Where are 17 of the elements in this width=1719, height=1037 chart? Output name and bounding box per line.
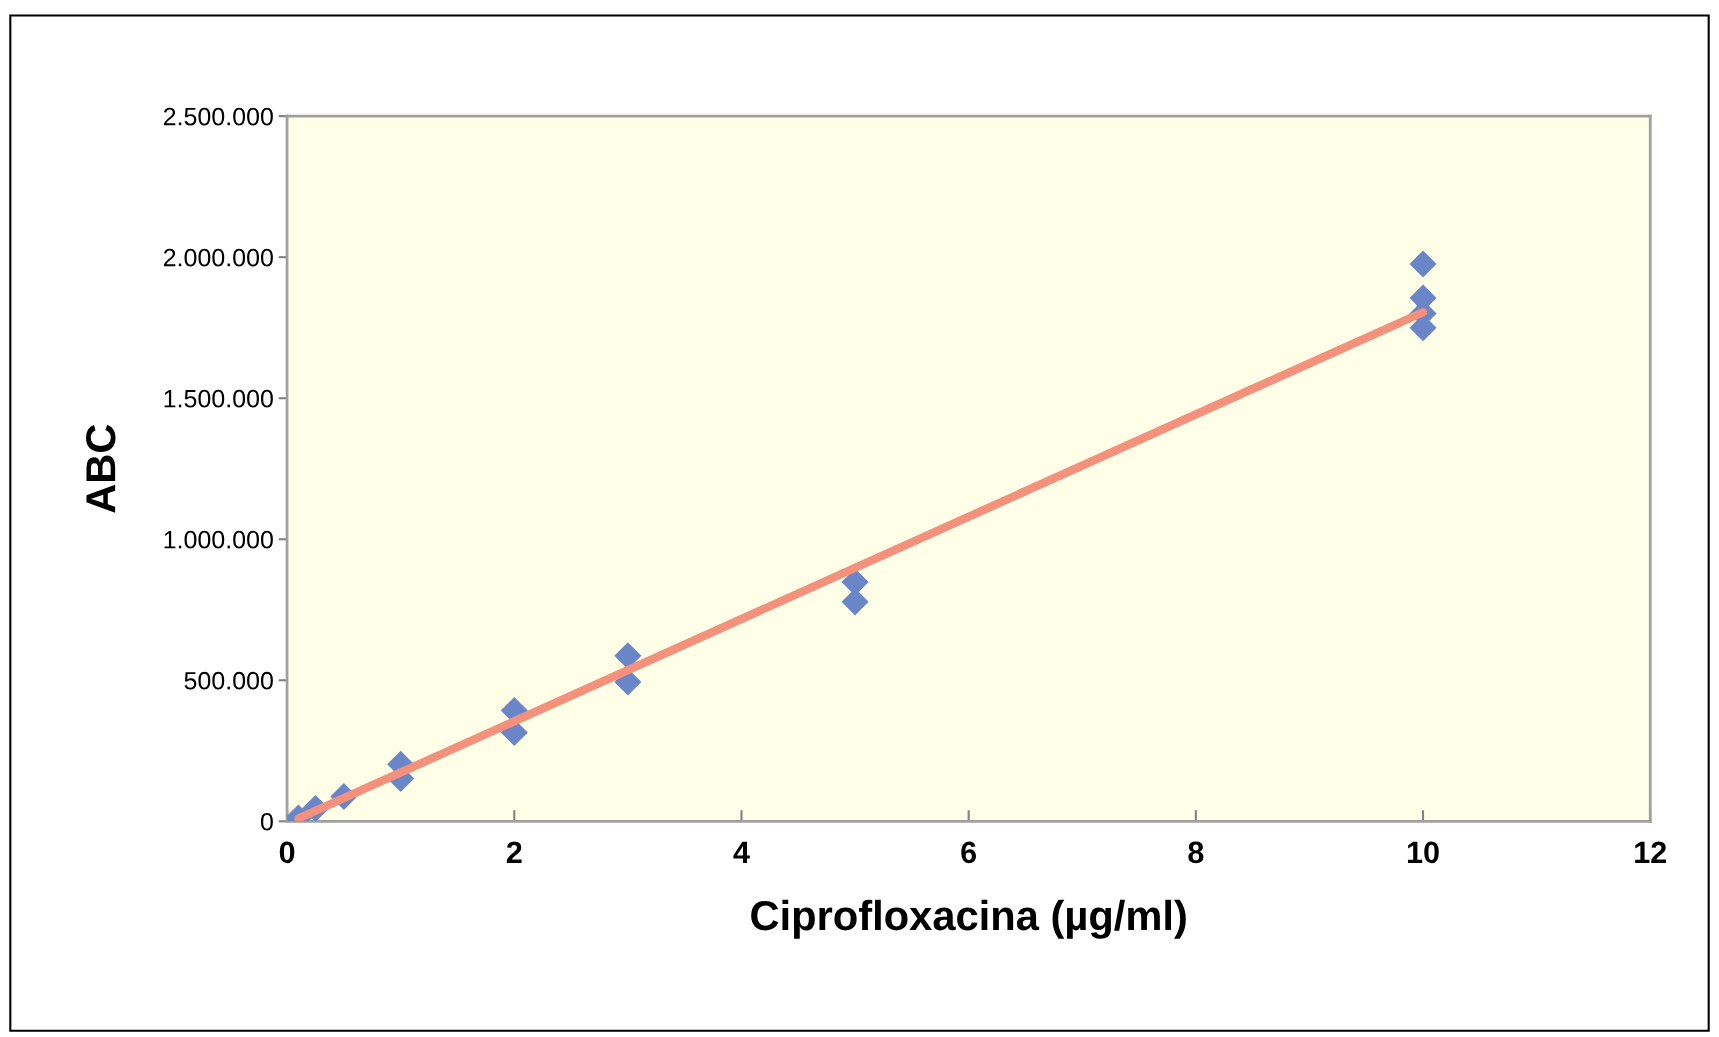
- x-tick-label: 6: [961, 841, 977, 864]
- x-tick-label: 8: [1188, 841, 1204, 864]
- x-tick-label: 0: [279, 841, 295, 864]
- y-tick-label: 0: [260, 812, 273, 831]
- y-tick-label: 2.000.000: [163, 248, 273, 267]
- y-tick-label: 2.500.000: [163, 107, 273, 126]
- y-tick-label: 1.500.000: [164, 389, 273, 408]
- x-tick-label: 2: [506, 841, 522, 863]
- y-axis-title: ABC: [86, 424, 116, 513]
- x-tick-label: 10: [1407, 841, 1439, 864]
- y-tick-label: 500.000: [184, 671, 273, 690]
- x-axis-title: Ciprofloxacina (µg/ml): [751, 899, 1186, 939]
- x-tick-label: 12: [1635, 841, 1667, 863]
- point: [614, 642, 642, 670]
- y-tick-label: 1.000.000: [164, 530, 273, 549]
- point: [1409, 250, 1437, 278]
- x-tick-label: 4: [733, 841, 750, 863]
